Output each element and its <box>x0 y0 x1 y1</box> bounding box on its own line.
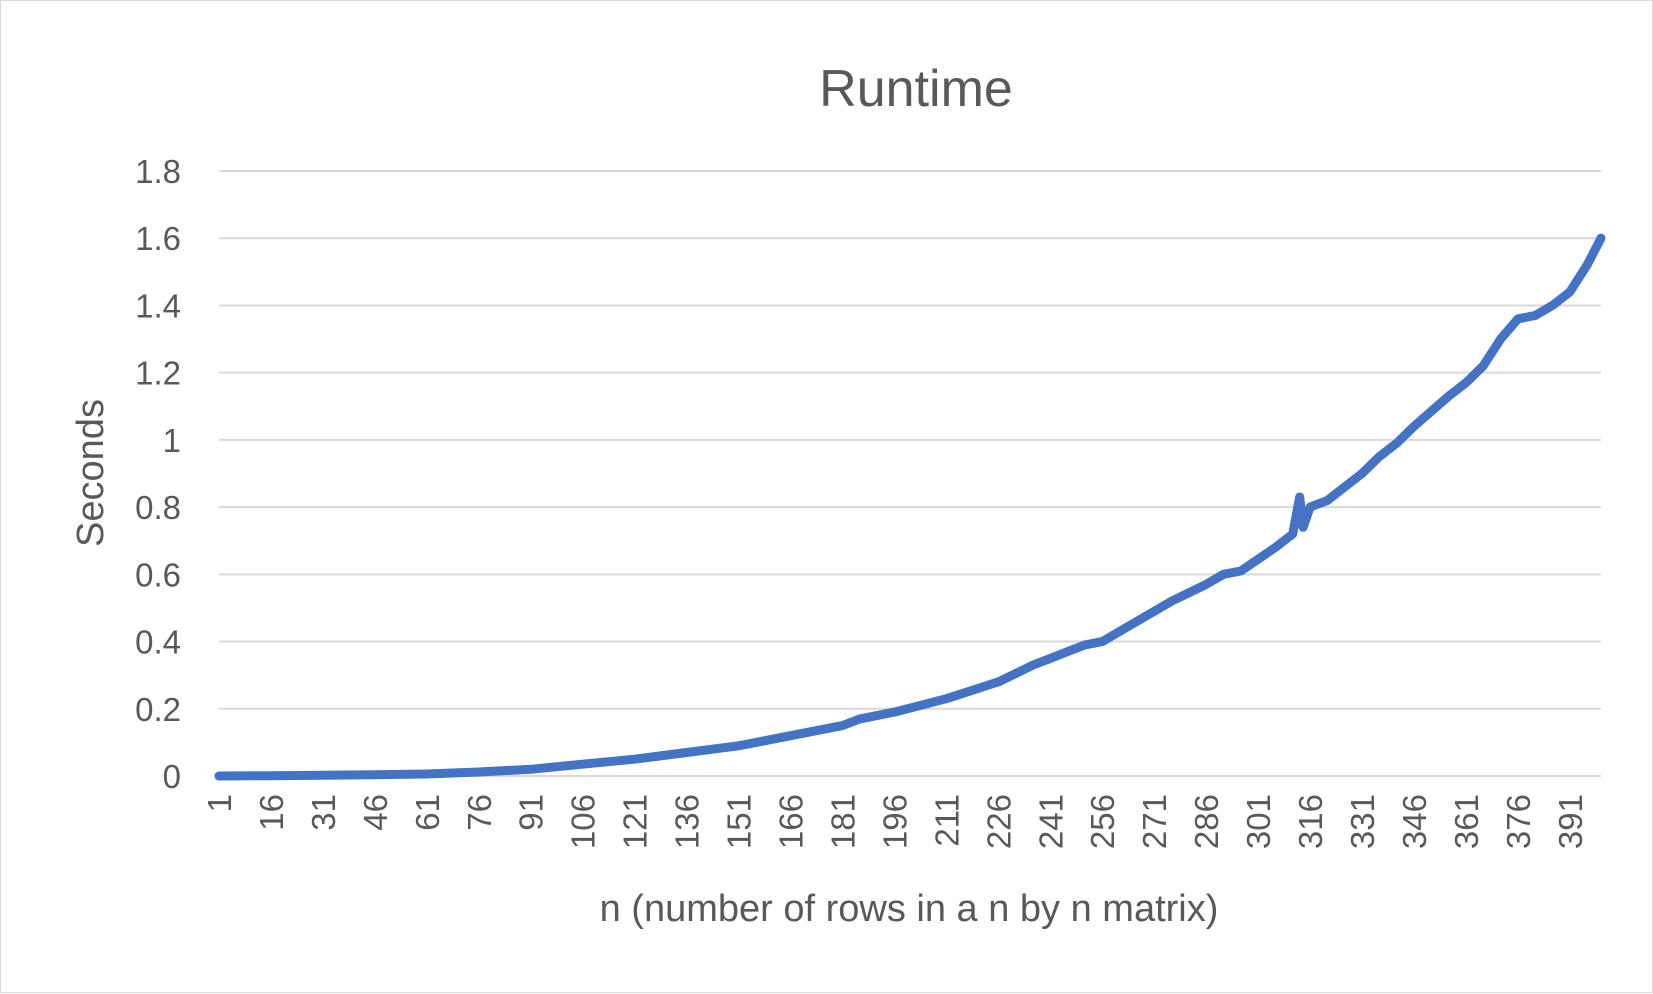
x-tick-label: 286 <box>1188 794 1225 849</box>
x-tick-label: 211 <box>928 794 965 847</box>
y-tick-label: 0.2 <box>135 691 181 728</box>
y-tick-label: 0.8 <box>135 489 181 526</box>
x-tick-label: 361 <box>1448 794 1485 849</box>
x-tick-label: 46 <box>357 794 394 831</box>
x-tick-label: 316 <box>1292 794 1329 849</box>
x-tick-label: 91 <box>513 794 550 831</box>
x-tick-label: 76 <box>461 794 498 831</box>
x-tick-label: 391 <box>1552 794 1589 849</box>
x-tick-label: 256 <box>1084 794 1121 849</box>
x-tick-labels: 1 16 31 46 61 76 91 106 121 136 151 166 181 196 211 226… <box>201 794 1589 849</box>
x-tick-label: 301 <box>1240 794 1277 849</box>
y-tick-label: 1.2 <box>135 355 181 392</box>
y-tick-label: 0 <box>163 758 181 795</box>
y-tick-labels: 0 0.2 0.4 0.6 0.8 1 1.2 1.4 1.6 1.8 <box>135 153 181 795</box>
y-tick-label: 0.4 <box>135 624 181 661</box>
x-tick-label: 181 <box>824 794 861 849</box>
x-tick-label: 121 <box>617 794 654 849</box>
x-tick-label: 1 <box>201 794 238 812</box>
x-tick-label: 31 <box>305 794 342 831</box>
x-tick-label: 331 <box>1344 794 1381 849</box>
y-tick-label: 1.4 <box>135 287 181 324</box>
series-line-0 <box>214 233 1606 781</box>
y-tick-label: 1 <box>163 422 181 459</box>
x-tick-label: 271 <box>1136 794 1173 849</box>
x-tick-label: 61 <box>409 794 446 831</box>
x-tick-label: 376 <box>1500 794 1537 849</box>
y-tick-label: 1.8 <box>135 153 181 190</box>
chart-title: Runtime <box>819 60 1013 118</box>
x-tick-label: 196 <box>876 794 913 849</box>
x-tick-label: 151 <box>721 794 758 849</box>
x-tick-label: 241 <box>1032 794 1069 849</box>
series-layer <box>214 233 1606 781</box>
y-tick-label: 1.6 <box>135 220 181 257</box>
x-tick-label: 346 <box>1396 794 1433 849</box>
x-tick-label: 16 <box>253 794 290 831</box>
x-tick-label: 136 <box>669 794 706 849</box>
x-tick-label: 226 <box>980 794 1017 849</box>
y-axis-label: Seconds <box>70 399 112 547</box>
y-tick-label: 0.6 <box>135 556 181 593</box>
x-axis-label: n (number of rows in a n by n matrix) <box>600 888 1219 930</box>
gridlines <box>219 170 1601 777</box>
x-tick-label: 166 <box>773 794 810 849</box>
x-tick-label: 106 <box>565 794 602 849</box>
